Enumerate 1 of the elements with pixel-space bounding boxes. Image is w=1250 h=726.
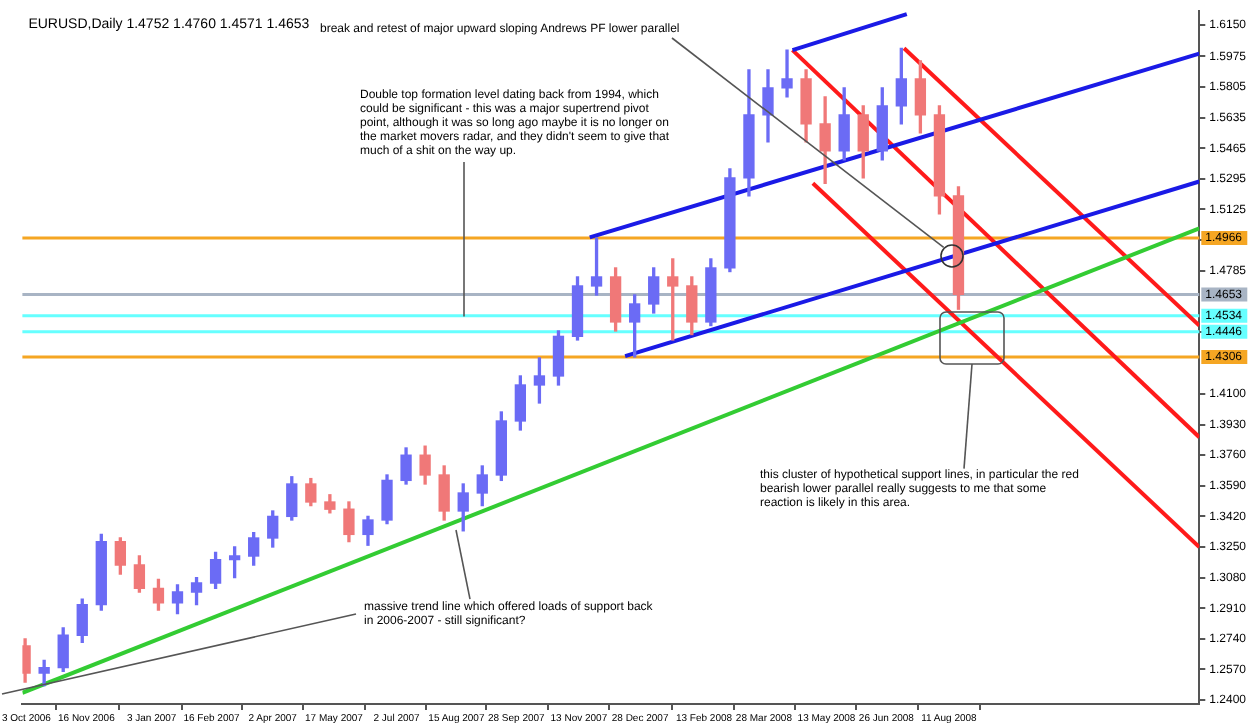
candlestick	[781, 49, 793, 98]
